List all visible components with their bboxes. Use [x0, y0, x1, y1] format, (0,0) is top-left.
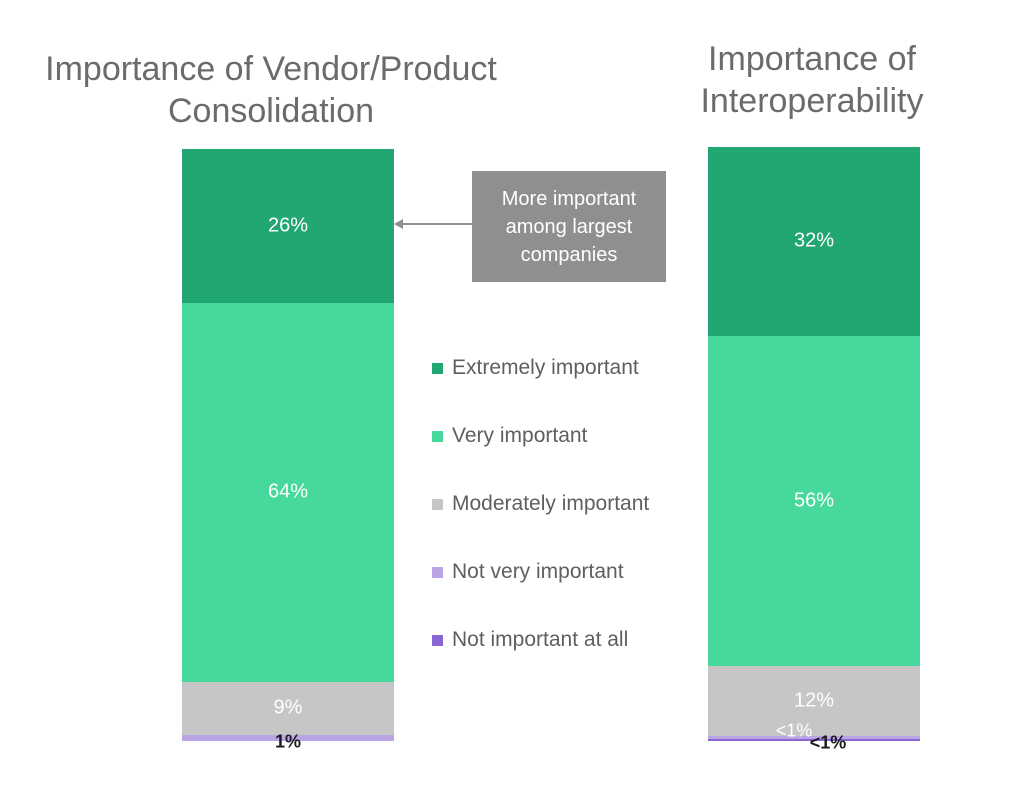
legend-label: Moderately important	[452, 492, 650, 515]
legend-item-very-important: Very important	[432, 424, 587, 448]
legend-item-extremely-important: Extremely important	[432, 356, 639, 380]
callout-box: More important among largest companies	[472, 171, 666, 282]
legend-label: Very important	[452, 424, 588, 447]
consolidation-segment-extremely-important	[182, 149, 394, 303]
interoperability-label-moderately-important: 12%	[793, 689, 835, 712]
consolidation-label-very-important: 64%	[267, 480, 309, 503]
legend-label: Not very important	[452, 560, 624, 583]
callout-arrow	[394, 219, 472, 229]
consolidation-label-moderately-important: 9%	[273, 696, 303, 719]
bar-interoperability: <1% <1% 12% 56% 32%	[708, 147, 920, 753]
legend-label: Not important at all	[452, 628, 629, 651]
chart-title-consolidation: Importance of Vendor/Product Consolidati…	[45, 50, 497, 130]
legend-label: Extremely important	[452, 356, 639, 379]
interoperability-segment-not-very-important	[708, 736, 920, 739]
chart-title-interoperability: Importance of Interoperability	[700, 40, 924, 120]
legend-swatch	[432, 362, 443, 374]
consolidation-label-not-very-important: 1%	[274, 731, 301, 752]
interoperability-label-very-important: 56%	[793, 489, 835, 512]
legend-swatch	[432, 430, 443, 442]
legend-swatch	[432, 634, 443, 646]
interoperability-segment-not-important-at-all	[708, 738, 920, 741]
legend-item-moderately-important: Moderately important	[432, 492, 649, 516]
callout-text: More important among largest companies	[501, 187, 637, 266]
interoperability-label-not-important-at-all: <1%	[809, 732, 847, 753]
legend-swatch	[432, 498, 443, 510]
interoperability-label-not-very-important: <1%	[775, 720, 813, 741]
interoperability-segment-moderately-important	[708, 665, 920, 737]
consolidation-segment-not-very-important	[182, 735, 394, 741]
legend-item-not-important-at-all: Not important at all	[432, 628, 628, 652]
consolidation-label-extremely-important: 26%	[267, 214, 309, 237]
interoperability-segment-very-important	[708, 335, 920, 666]
interoperability-segment-extremely-important	[708, 147, 920, 336]
bar-consolidation: 1% 9% 64% 26%	[182, 149, 394, 752]
legend-item-not-very-important: Not very important	[432, 560, 624, 584]
interoperability-label-extremely-important: 32%	[793, 229, 835, 252]
consolidation-segment-moderately-important	[182, 681, 394, 736]
consolidation-segment-very-important	[182, 302, 394, 682]
legend-swatch	[432, 566, 443, 578]
